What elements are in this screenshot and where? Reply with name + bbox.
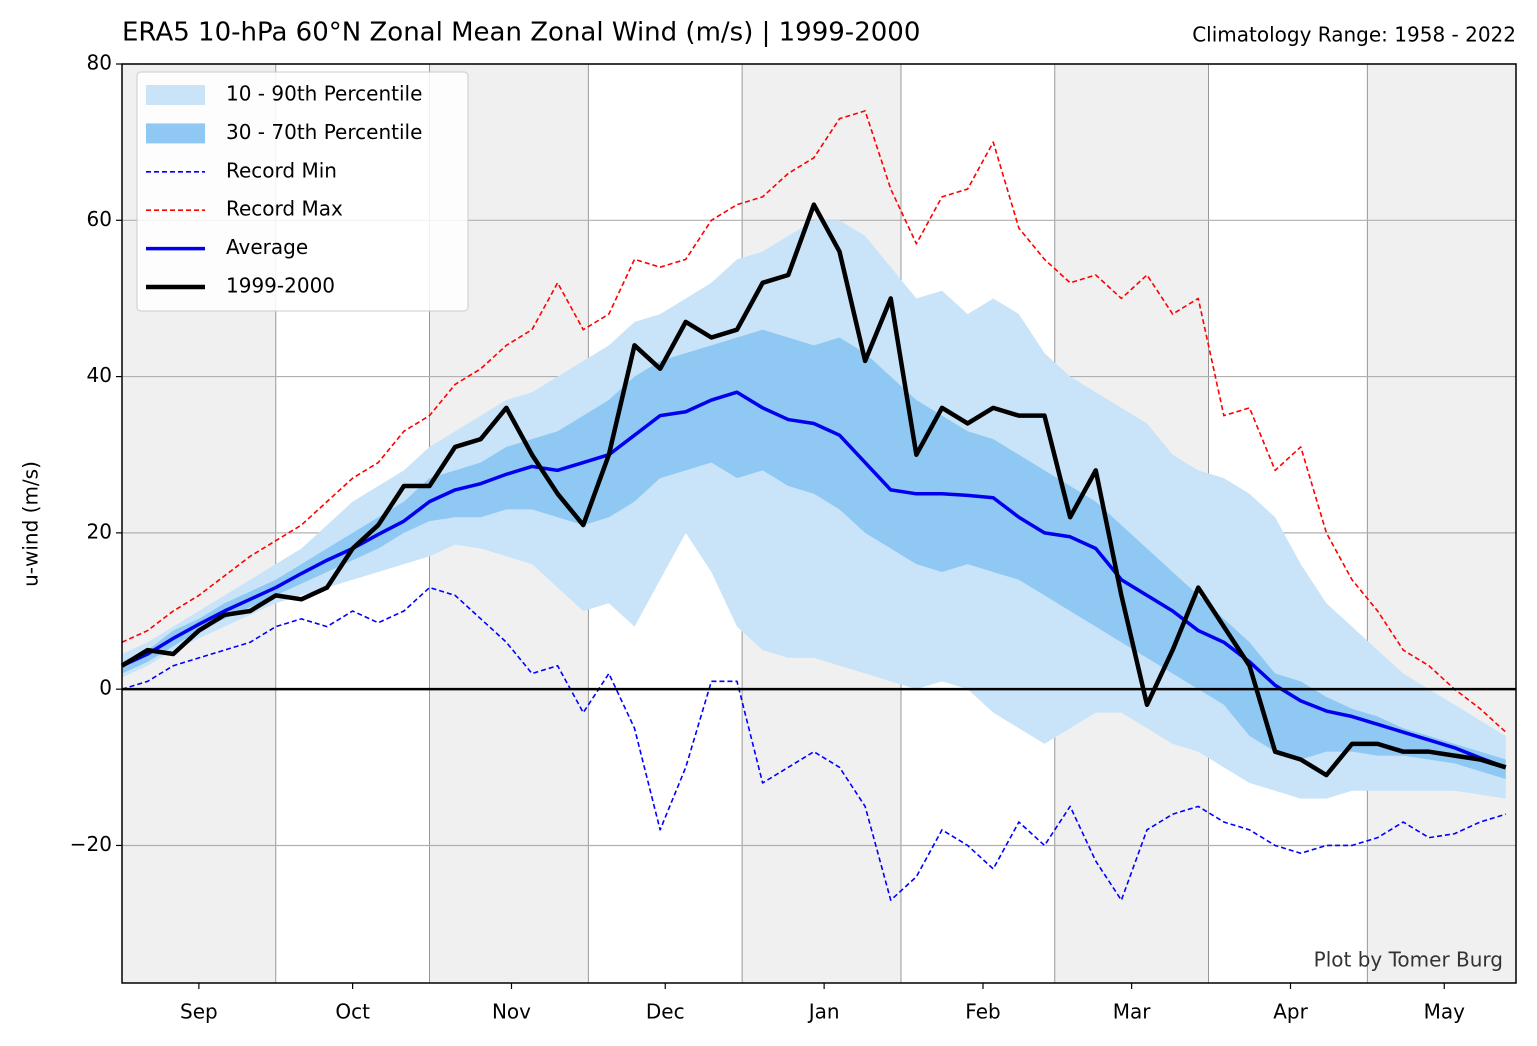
plot-frame: [121, 63, 1517, 984]
y-tick-label: 40: [87, 363, 112, 387]
x-tick-label: Mar: [1113, 1000, 1152, 1024]
x-tick-label: Apr: [1273, 1000, 1308, 1024]
legend-label: 10 - 90th Percentile: [226, 82, 422, 106]
legend-label: 1999-2000: [226, 274, 335, 298]
shade-band: [1367, 64, 1516, 983]
credit: Plot by Tomer Burg: [1314, 948, 1503, 972]
series-line: [121, 110, 1507, 733]
legend-label: Average: [226, 235, 308, 259]
y-axis-label: u-wind (m/s): [19, 461, 43, 587]
legend-swatch: [146, 123, 205, 144]
series-line: [120, 202, 1507, 778]
y-tick-label: −20: [70, 832, 112, 856]
legend: 10 - 90th Percentile 30 - 70th Percentile…: [136, 71, 469, 312]
x-tick-label: Jan: [807, 1000, 840, 1024]
y-tick-label: 0: [99, 676, 112, 700]
x-tick-label: May: [1424, 1000, 1466, 1024]
y-tick-label: 60: [87, 207, 112, 231]
x-tick-label: Nov: [492, 1000, 531, 1024]
x-tick-label: Oct: [335, 1000, 370, 1024]
legend-swatch: [146, 85, 205, 105]
x-tick-label: Feb: [965, 1000, 1000, 1024]
x-tick-label: Sep: [180, 1000, 218, 1024]
legend-box: [136, 71, 469, 312]
legend-label: Record Max: [226, 197, 343, 221]
chart-title: ERA5 10-hPa 60°N Zonal Mean Zonal Wind (…: [122, 18, 920, 48]
x-tick-label: Dec: [646, 1000, 685, 1024]
series-line: [121, 586, 1506, 901]
legend-label: 30 - 70th Percentile: [226, 120, 422, 144]
y-tick-label: 80: [87, 51, 112, 75]
y-tick-label: 20: [87, 519, 112, 543]
chart-subtitle: Climatology Range: 1958 - 2022: [1192, 23, 1516, 47]
legend-label: Record Min: [226, 158, 337, 182]
percentile-band: [122, 329, 1506, 780]
